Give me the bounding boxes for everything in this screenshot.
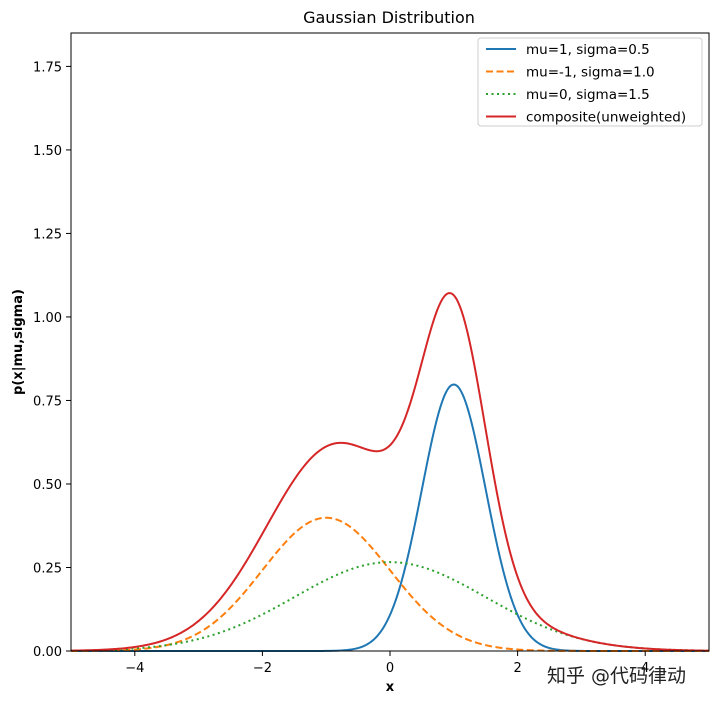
y-tick-label: 0.50 [33, 478, 62, 493]
x-tick-label: 2 [513, 661, 521, 676]
y-axis-label: p(x|mu,sigma) [11, 289, 26, 395]
watermark-text: 知乎 @代码律动 [547, 665, 686, 687]
legend: mu=1, sigma=0.5 mu=-1, sigma=1.0 mu=0, sig… [477, 37, 703, 127]
chart-title: Gaussian Distribution [303, 8, 475, 27]
x-tick-label: −2 [253, 661, 272, 676]
legend-label: mu=1, sigma=0.5 [526, 42, 650, 58]
x-tick-label: 4 [641, 661, 649, 676]
legend-label: mu=-1, sigma=1.0 [526, 65, 655, 81]
y-tick-label: 0.75 [33, 394, 62, 409]
legend-label: composite(unweighted) [526, 110, 686, 126]
y-tick-label: 1.25 [33, 227, 62, 242]
ticks-layer: −4 −2 0 2 4 0.00 0.25 0.50 0.75 1.00 1.25 1.50 1.75 [33, 60, 649, 676]
legend-box [477, 37, 703, 127]
series-line-4 [70, 292, 710, 652]
x-tick-label: −4 [125, 661, 144, 676]
y-tick-label: 1.50 [33, 144, 62, 159]
x-axis-label: x [386, 680, 395, 695]
y-tick-label: 0.00 [33, 645, 62, 660]
y-tick-label: 1.75 [33, 60, 62, 75]
x-tick-label: 0 [386, 661, 394, 676]
y-tick-label: 0.25 [33, 561, 62, 576]
y-tick-label: 1.00 [33, 311, 62, 326]
series-line-3 [70, 561, 710, 652]
legend-label: mu=0, sigma=1.5 [526, 87, 650, 103]
